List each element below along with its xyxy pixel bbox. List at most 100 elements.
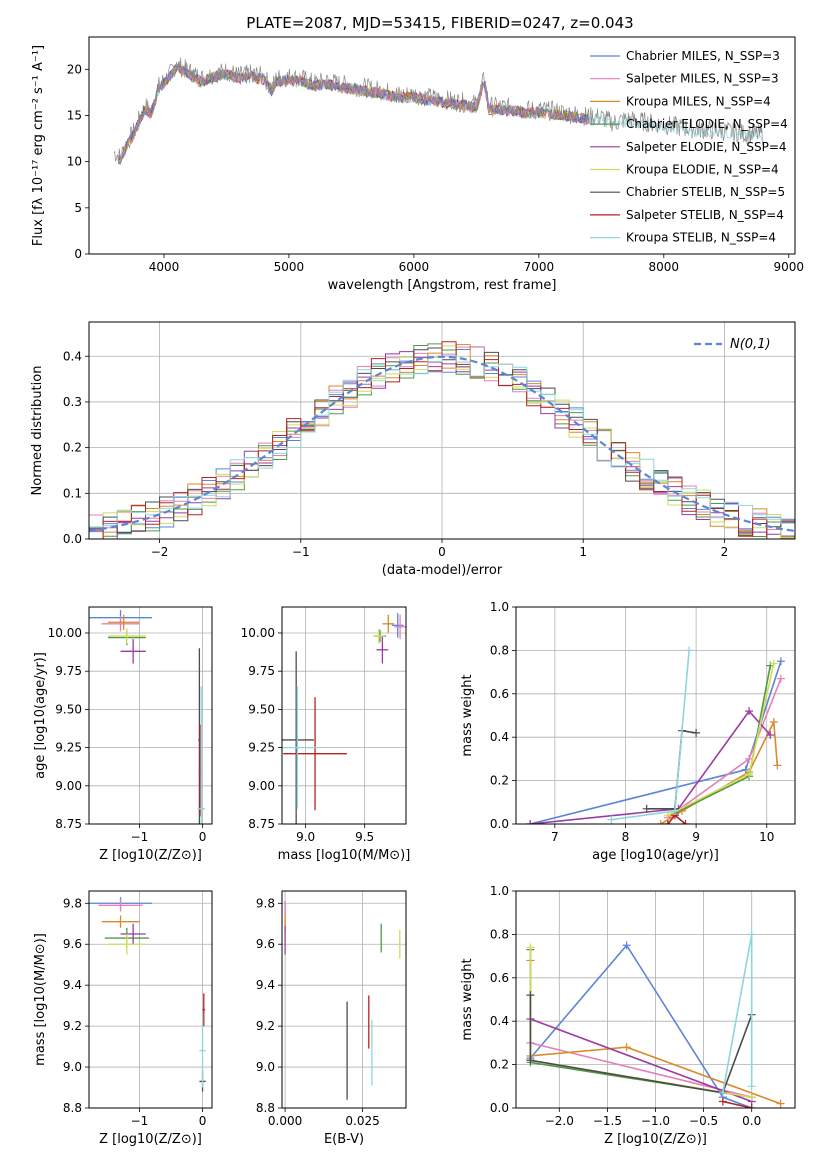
y-tick-label: 9.8 [256, 896, 275, 910]
errorbar-chabrier-stelib [282, 651, 314, 824]
x-tick-label: 8000 [649, 260, 680, 274]
errorbar-salpeter-elodie [376, 636, 389, 664]
y-tick-label: 10.00 [48, 626, 82, 640]
y-tick-label: 0.4 [490, 730, 509, 744]
plot-area-mass_vs_Z [89, 897, 206, 1092]
weight-line-salpeter-elodie [530, 709, 771, 824]
y-tick-label: 8.75 [55, 817, 82, 831]
errorbar-kroupa-elodie [107, 628, 146, 644]
weight-marker-salpeter-stelib [681, 820, 690, 824]
weight-marker-kroupa-miles [769, 718, 778, 727]
x-tick-label: −1 [292, 545, 310, 559]
plot-area-spectrum [113, 57, 765, 165]
errorbar-kroupa-elodie [107, 933, 146, 955]
axes-age_vs_mass: 9.0 9.5 8.75 9.00 9.25 9.50 9.75 10.00 mass [log… [241, 606, 411, 863]
legend-entry-kroupa-elodie: Kroupa ELODIE, N_SSP=4 [626, 163, 779, 177]
plot-area-residuals [89, 341, 795, 539]
x-tick-label: 9.5 [355, 830, 374, 844]
x-tick-label: 0 [199, 830, 207, 844]
y-axis-label: Normed distribution [30, 366, 45, 496]
weight-marker-salpeter-miles [776, 674, 785, 683]
y-axis-label: mass [log10(M/M⊙)] [33, 933, 48, 1066]
y-tick-label: 0.4 [490, 1014, 509, 1028]
x-axis-label: mass [log10(M/M⊙)] [278, 848, 411, 863]
y-tick-label: 8.8 [256, 1101, 275, 1115]
y-tick-label: 10.00 [241, 626, 275, 640]
x-axis-label: E(B-V) [324, 1132, 364, 1147]
legend-entry-kroupa-miles: Kroupa MILES, N_SSP=4 [626, 94, 771, 108]
x-tick-label: 10 [759, 830, 774, 844]
errorbar-salpeter-miles [394, 614, 406, 640]
legend-entry-normal: N(0,1) [730, 337, 771, 352]
y-tick-label: 9.50 [248, 702, 275, 716]
weight-marker-kroupa-miles [622, 1043, 631, 1052]
errorbar-kroupa-stelib [282, 686, 318, 809]
y-axis-label: mass weight [460, 958, 475, 1040]
x-tick-label: 7 [551, 830, 559, 844]
weight-marker-kroupa-elodie [769, 659, 778, 668]
x-tick-label: 9000 [773, 260, 804, 274]
y-axis-label: age [log10(age/yr)] [33, 652, 48, 779]
y-tick-label: 9.4 [256, 978, 275, 992]
axes-frame [515, 890, 796, 1109]
y-tick-label: 9.6 [63, 937, 82, 951]
axes-mass_vs_ebv: 0.000 0.025 8.8 9.0 9.2 9.4 9.6 9.8 E(B-V) [256, 890, 407, 1147]
weight-marker-salpeter-stelib [718, 1097, 727, 1106]
figure-title: PLATE=2087, MJD=53415, FIBERID=0247, z=0… [246, 14, 633, 32]
weight-marker-kroupa-stelib [718, 1088, 727, 1097]
weight-marker-salpeter-elodie [526, 820, 535, 824]
axes-weight_vs_Z: −2.0 −1.5 −1.0 −0.5 0.0 0.0 0.2 0.4 0.6 0.8 1.0 Z [… [460, 884, 796, 1147]
y-tick-label: 15 [67, 108, 82, 122]
x-axis-label: (data-model)/error [382, 563, 503, 578]
weight-marker-salpeter-elodie [766, 731, 775, 740]
plot-area-weight_vs_Z [526, 930, 785, 1108]
axes-frame [88, 890, 213, 1109]
y-tick-label: 9.8 [63, 896, 82, 910]
observed-spectrum-line [113, 57, 764, 165]
errorbar-kroupa-stelib [199, 1013, 206, 1088]
axes-residuals: −2 −1 0 1 2 0.0 0.1 0.2 0.3 0.4 (data-model)/error… [30, 321, 796, 578]
y-tick-label: 0.6 [490, 687, 509, 701]
y-tick-label: 9.00 [55, 779, 82, 793]
weight-marker-chabrier-miles [622, 941, 631, 950]
weight-marker-kroupa-stelib [685, 646, 694, 655]
x-tick-label: 1 [579, 545, 587, 559]
y-tick-label: 0.6 [490, 971, 509, 985]
weight-marker-kroupa-miles [776, 1099, 785, 1108]
axes-frame [88, 321, 796, 540]
y-tick-label: 9.00 [248, 779, 275, 793]
y-tick-label: 1.0 [490, 884, 509, 898]
weight-line-kroupa-stelib [722, 934, 753, 1093]
errorbar-salpeter-stelib [202, 993, 206, 1027]
x-tick-label: −1 [131, 830, 149, 844]
y-tick-label: 20 [67, 62, 82, 76]
y-tick-label: 0.2 [490, 1058, 509, 1072]
x-tick-label: 9 [692, 830, 700, 844]
errorbar-salpeter-miles [101, 616, 140, 632]
model-spectrum-chabrier-miles [118, 63, 590, 163]
x-tick-label: 0.000 [268, 1114, 302, 1128]
y-tick-label: 0 [74, 247, 82, 261]
y-tick-label: 0.8 [490, 927, 509, 941]
axes-frame [88, 36, 796, 255]
weight-marker-kroupa-elodie [526, 943, 535, 952]
weight-marker-chabrier-stelib [642, 804, 651, 813]
legend-entry-chabrier-stelib: Chabrier STELIB, N_SSP=5 [626, 185, 785, 199]
axes-frame [88, 606, 213, 825]
y-tick-label: 0.0 [490, 1101, 509, 1115]
weight-marker-kroupa-stelib [747, 930, 756, 939]
y-tick-label: 9.25 [55, 741, 82, 755]
weight-line-chabrier-miles [529, 661, 782, 824]
x-tick-label: 9.0 [296, 830, 315, 844]
y-tick-label: 9.0 [256, 1060, 275, 1074]
legend-entry-salpeter-miles: Salpeter MILES, N_SSP=3 [626, 72, 779, 86]
model-spectrum-salpeter-miles [118, 64, 590, 165]
y-tick-label: 0.4 [63, 349, 82, 363]
y-tick-label: 9.75 [248, 664, 275, 678]
y-tick-label: 0.2 [490, 774, 509, 788]
plot-area-mass_vs_ebv [284, 901, 401, 1100]
x-tick-label: −1.0 [641, 1114, 670, 1128]
axes-mass_vs_Z: −1 0 8.8 9.0 9.2 9.4 9.6 9.8 Z [log10(Z/Z⊙)] mass… [33, 890, 213, 1147]
weight-line-chabrier-stelib [529, 995, 753, 1094]
